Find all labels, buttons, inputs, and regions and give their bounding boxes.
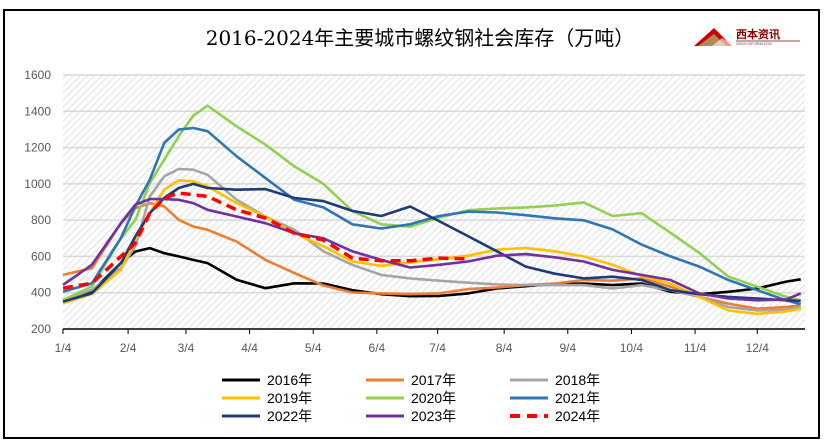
- x-axis: 1/4 2/4 3/4 4/4 5/4 6/4 7/4 8/4 9/4 10/4 11/4 12/4: [55, 328, 805, 355]
- x-tick-label: 10/4: [620, 341, 644, 355]
- x-tick-label: 1/4: [55, 341, 72, 355]
- logo-triangle-light: [712, 38, 736, 46]
- series-line-2017: [62, 201, 801, 310]
- xiben-logo: 西本资讯 XIBEN INFORMATION: [694, 27, 800, 46]
- y-tick-label: 800: [31, 213, 51, 227]
- x-tick-label: 8/4: [496, 341, 513, 355]
- legend: 2016年 2017年 2018年 2019年 2020年 2021年 2022年 2023年…: [222, 372, 600, 424]
- legend-label: 2023年: [411, 408, 456, 424]
- series-line-2021: [62, 126, 802, 306]
- chart-title: 2016-2024年主要城市螺纹钢社会库存（万吨）: [205, 26, 635, 50]
- legend-label: 2021年: [555, 390, 600, 406]
- x-tick-label: 11/4: [684, 341, 707, 355]
- logo-text: 西本资讯: [736, 27, 780, 41]
- series-line-2023: [62, 197, 802, 302]
- y-tick-label: 400: [31, 286, 51, 300]
- x-tick-label: 6/4: [369, 341, 386, 355]
- y-tick-label: 1000: [24, 177, 51, 191]
- legend-label: 2024年: [555, 408, 600, 424]
- x-tick-label: 5/4: [305, 341, 322, 355]
- y-tick-label: 1600: [24, 68, 51, 82]
- series-line-2024: [62, 191, 469, 290]
- gridlines: [63, 74, 805, 294]
- series-line-2022: [62, 182, 801, 303]
- legend-label: 2017年: [411, 372, 456, 388]
- series-lines: [62, 104, 802, 316]
- y-tick-label: 1400: [24, 104, 51, 118]
- x-tick-label: 7/4: [429, 341, 446, 355]
- x-tick-label: 4/4: [241, 341, 258, 355]
- x-tick-label: 3/4: [178, 341, 195, 355]
- legend-label: 2018年: [555, 372, 600, 388]
- legend-label: 2022年: [267, 408, 312, 424]
- y-tick-label: 200: [31, 322, 51, 336]
- x-tick-label: 9/4: [559, 341, 576, 355]
- legend-label: 2019年: [267, 390, 312, 406]
- legend-label: 2020年: [411, 390, 456, 406]
- y-axis: 200 400 600 800 1000 1200 1400 1600: [24, 68, 51, 336]
- y-tick-label: 600: [31, 249, 51, 263]
- x-tick-label: 12/4: [746, 341, 770, 355]
- legend-label: 2016年: [267, 372, 312, 388]
- y-tick-label: 1200: [24, 141, 51, 155]
- x-tick-label: 2/4: [120, 341, 137, 355]
- logo-subtext: XIBEN INFORMATION: [736, 42, 772, 46]
